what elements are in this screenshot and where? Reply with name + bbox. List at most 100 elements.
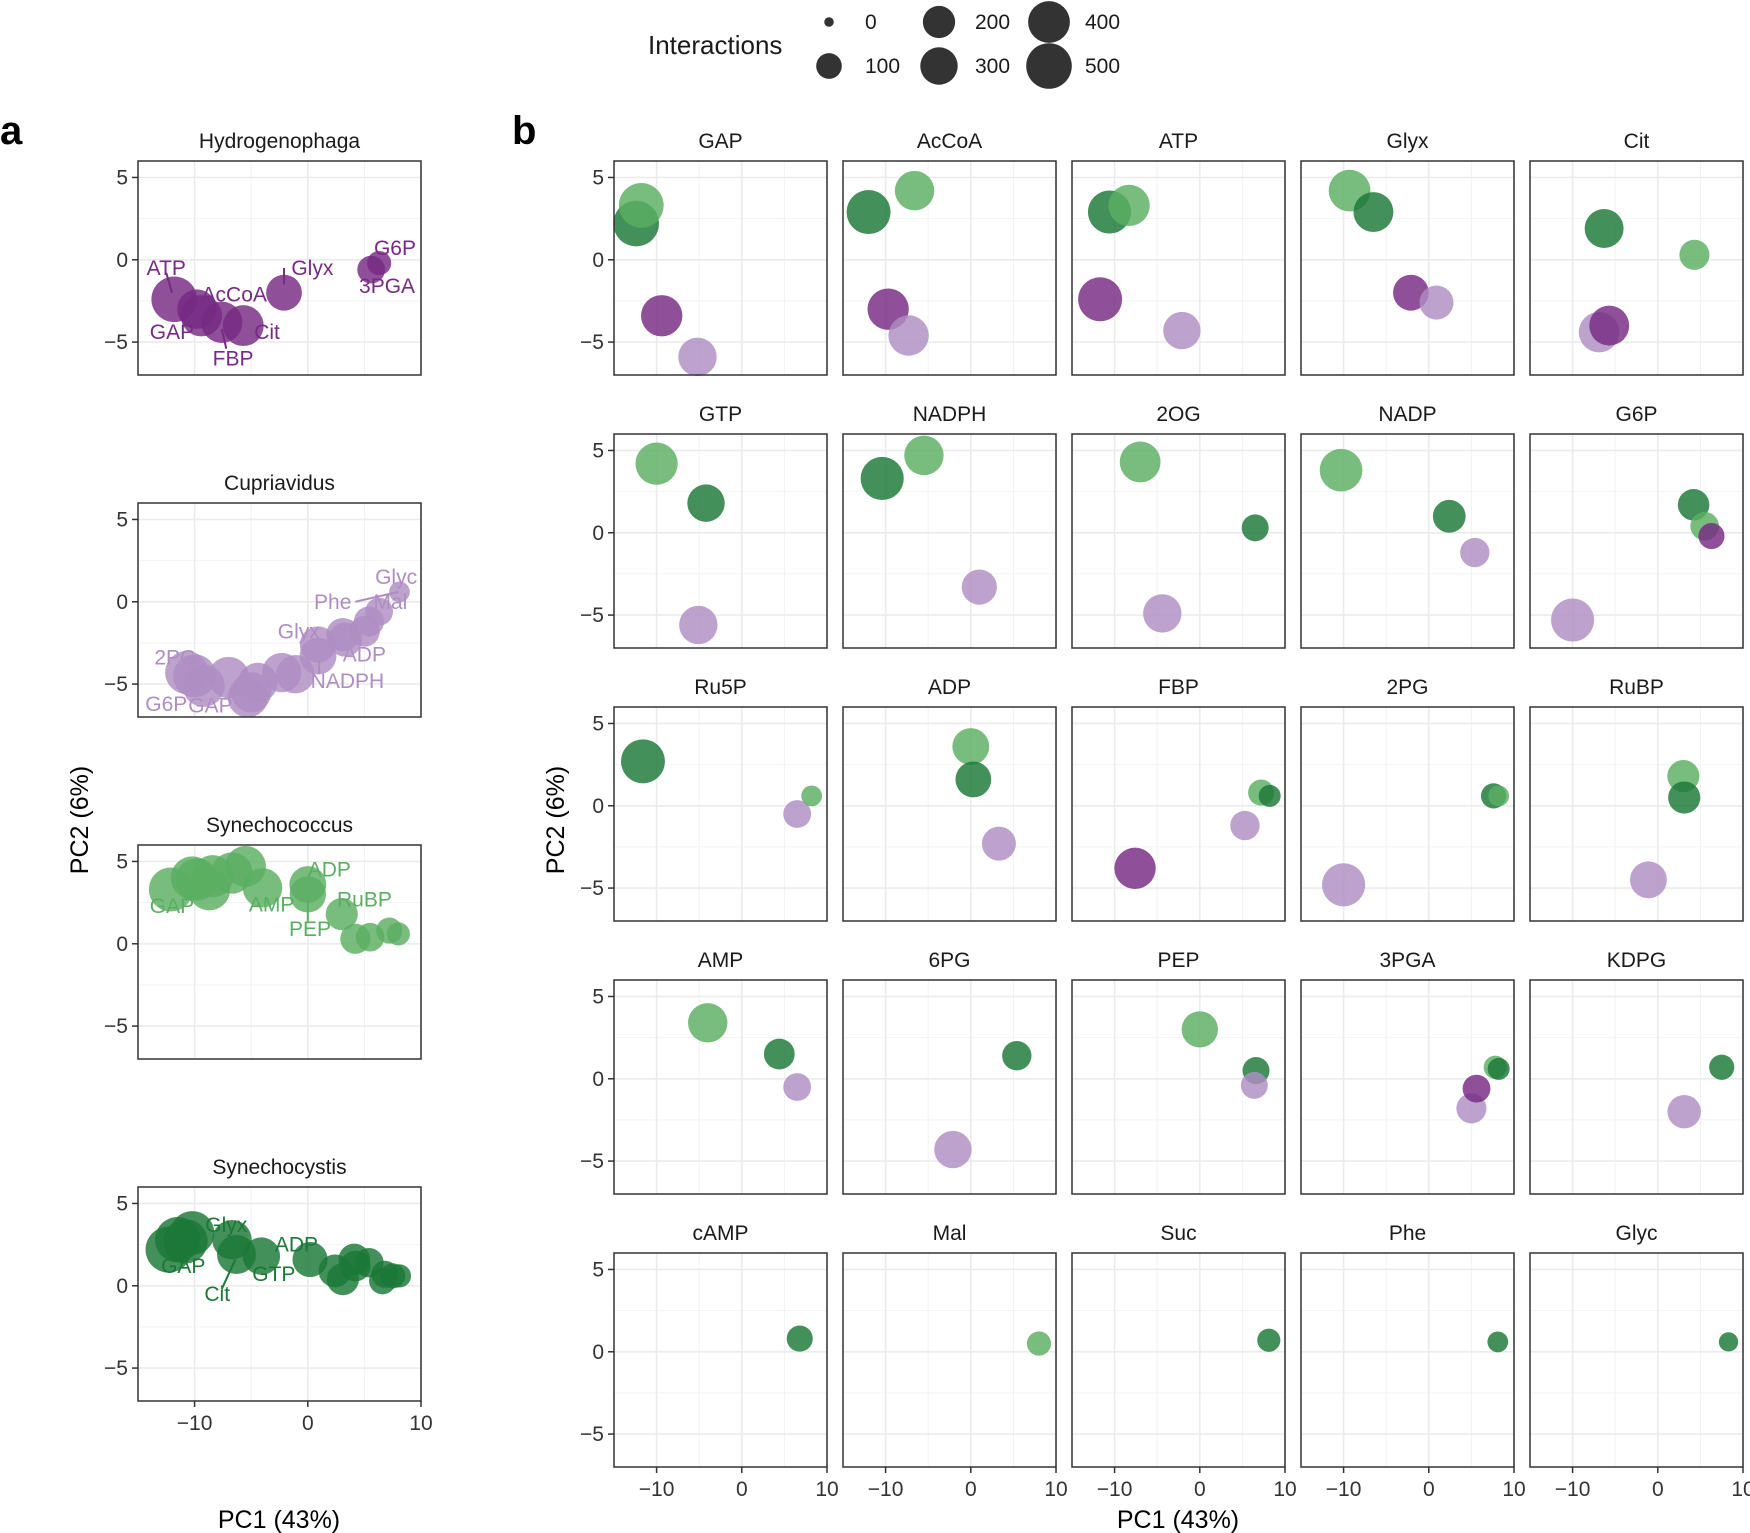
data-point-synechocystis	[1002, 1041, 1032, 1071]
data-point-cupriavidus	[1460, 537, 1490, 568]
facet-title: NADP	[1378, 403, 1436, 426]
facet-title: Phe	[1389, 1222, 1426, 1245]
y-tick-label: −5	[104, 1357, 128, 1380]
facet-nadp: NADP	[1300, 403, 1515, 649]
legend-size-label: 100	[865, 55, 900, 78]
point-label: Glyc	[375, 566, 417, 589]
y-tick-label: 5	[592, 1258, 604, 1281]
data-point-cupriavidus	[934, 1130, 972, 1169]
data-point-synechococcus	[1026, 1331, 1052, 1356]
legend-size-circle	[920, 47, 958, 85]
data-point-synechocystis	[1258, 784, 1281, 807]
point-label: ADP	[275, 1234, 318, 1257]
legend-size-label: 500	[1085, 55, 1120, 78]
data-point-synechocystis	[846, 190, 891, 235]
y-tick-label: 0	[592, 249, 604, 272]
point-label: GAP	[161, 1255, 205, 1278]
facet-cit: Cit	[1529, 130, 1744, 376]
data-point-cupriavidus	[679, 605, 718, 645]
label-leader-line	[355, 590, 399, 603]
y-tick-label: 5	[116, 508, 128, 531]
data-point-hydrogenophaga	[1114, 847, 1156, 889]
data-point-synechocystis	[687, 484, 725, 522]
panel-border	[1300, 160, 1515, 376]
facet-title: GAP	[698, 130, 742, 153]
panel-border	[1529, 160, 1744, 376]
data-point-cupriavidus	[888, 315, 929, 356]
point-label: GTP	[252, 1263, 295, 1286]
data-point-cupriavidus	[365, 597, 394, 626]
legend-size-circle	[922, 5, 956, 39]
label-leader-line	[220, 1259, 237, 1290]
facet-mal: Mal −10 0 10	[842, 1222, 1068, 1501]
panel-border	[137, 502, 422, 718]
facet-kdpg: KDPG	[1529, 949, 1744, 1195]
legend-size-circle	[824, 17, 834, 27]
data-point-synechocystis	[1432, 499, 1466, 533]
facet-fbp: FBP	[1071, 676, 1286, 922]
facet-title: G6P	[1615, 403, 1657, 426]
y-axis-label-b: PC2 (6%)	[542, 766, 570, 874]
panel-border	[842, 160, 1057, 376]
panel-border	[1071, 706, 1286, 922]
panel-border	[1529, 706, 1744, 922]
facet-6pg: 6PG	[842, 949, 1057, 1195]
y-tick-label: 0	[116, 1275, 128, 1298]
data-point-synechocystis	[1241, 514, 1269, 542]
data-point-synechocystis	[170, 1211, 215, 1256]
label-leader-line	[220, 328, 228, 349]
panel-border	[1300, 1252, 1515, 1468]
data-point-synechococcus	[688, 1003, 728, 1043]
data-point-cupriavidus	[783, 800, 812, 828]
facet-phe: Phe −10 0 10	[1300, 1222, 1526, 1501]
panel-border	[137, 844, 422, 1060]
size-legend: Interactions 0 100 200 300 400 500	[648, 1, 1120, 89]
facet-glyc: Glyc −10 0 10	[1529, 1222, 1750, 1501]
point-label: GAP	[150, 321, 194, 344]
y-tick-label: −5	[580, 604, 604, 627]
data-point-synechocystis	[763, 1038, 795, 1070]
x-tick-label: 0	[1194, 1478, 1206, 1501]
facet-accoa: AcCoA	[842, 130, 1057, 376]
x-tick-label: −10	[1097, 1478, 1133, 1501]
facet-atp: ATP	[1071, 130, 1286, 376]
y-tick-label: −5	[104, 673, 128, 696]
data-point-cupriavidus	[1230, 810, 1260, 841]
facet-title: Hydrogenophaga	[199, 130, 360, 153]
point-label: 2PG	[154, 647, 196, 670]
data-point-synechococcus	[242, 868, 283, 908]
y-tick-label: 5	[116, 166, 128, 189]
data-point-synechocystis	[786, 1325, 813, 1352]
data-point-cupriavidus	[783, 1073, 812, 1101]
data-point-synechocystis	[1709, 1054, 1735, 1080]
panel-border	[1071, 1252, 1286, 1468]
y-axis-label-a: PC2 (6%)	[66, 766, 94, 874]
facet-title: RuBP	[1609, 676, 1664, 699]
panel-a-tag: a	[0, 109, 23, 153]
data-point-cupriavidus	[1629, 861, 1667, 899]
data-point-synechocystis	[955, 761, 992, 798]
data-point-synechococcus	[1119, 441, 1161, 483]
data-point-synechocystis	[1487, 1331, 1509, 1353]
y-tick-label: −5	[580, 1423, 604, 1446]
y-tick-label: 0	[592, 1068, 604, 1091]
panel-border	[613, 706, 828, 922]
y-tick-label: 5	[592, 985, 604, 1008]
facet-gap: GAP 5 0 −5	[580, 130, 828, 377]
data-point-synechocystis	[1668, 781, 1701, 814]
data-point-synechococcus	[1319, 448, 1363, 492]
data-point-hydrogenophaga	[1698, 523, 1725, 550]
data-point-synechococcus	[386, 922, 410, 946]
y-tick-label: 0	[592, 795, 604, 818]
panel-border	[137, 160, 422, 376]
facet-title: cAMP	[692, 1222, 748, 1245]
point-label: ADP	[343, 643, 386, 666]
data-point-cupriavidus	[1667, 1094, 1701, 1129]
data-point-synechococcus	[801, 785, 823, 807]
y-tick-label: −5	[104, 331, 128, 354]
x-tick-label: 0	[965, 1478, 977, 1501]
point-label: RuBP	[337, 888, 392, 911]
x-tick-label: 10	[1273, 1478, 1296, 1501]
point-label: Glyx	[278, 620, 321, 643]
